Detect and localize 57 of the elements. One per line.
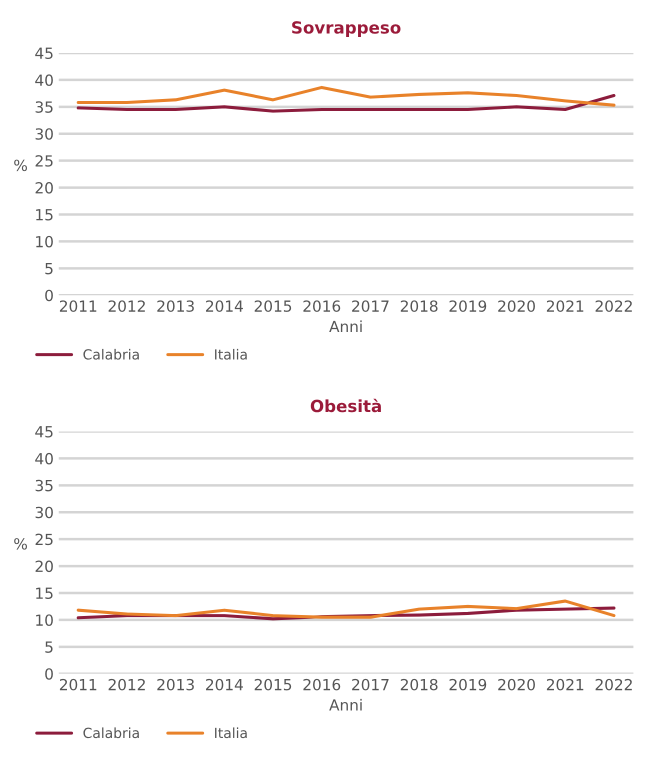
x-tick-label: 2012 [108,300,145,312]
y-tick-label: 45 [35,48,53,60]
y-tick-label: 15 [36,209,53,221]
y-tick-label: 35 [36,101,53,113]
x-tick-label: 2014 [206,678,243,690]
x-tick-label: 2019 [450,678,486,690]
x-tick-label: 2018 [400,300,438,312]
x-tick-label: 2015 [254,678,292,690]
x-tick-label: 2016 [303,300,340,312]
x-tick-label: 2017 [352,678,389,690]
x-tick-label: 2012 [108,678,145,690]
line-series [76,86,616,107]
x-axis-title: Anni [329,698,362,711]
y-axis-title: % [14,160,27,172]
legend-label: Calabria [83,727,139,738]
x-tick-label: 2022 [596,678,632,690]
y-tick-label: 35 [36,480,53,492]
x-tick-label: 2013 [157,678,194,690]
y-tick-label: 0 [45,290,53,302]
line-series [76,600,616,619]
y-tick-label: 30 [36,506,53,518]
x-tick-label: 2013 [157,300,194,312]
y-tick-label: 10 [36,614,53,626]
y-tick-label: 0 [45,668,53,680]
y-tick-label: 5 [45,641,53,653]
x-tick-label: 2020 [498,300,535,312]
legend-label: Calabria [83,348,139,360]
x-tick-label: 2019 [450,300,486,312]
y-tick-label: 25 [36,534,53,546]
x-tick-label: 2021 [546,678,584,690]
chart-title: Sovrappeso [292,21,401,38]
x-tick-label: 2011 [60,678,96,690]
line-series [76,94,616,113]
x-axis-title: Anni [329,320,362,332]
legend-label: Italia [215,727,247,738]
y-tick-label: 30 [36,128,53,140]
y-tick-label: 10 [36,236,53,248]
x-tick-label: 2021 [546,300,584,312]
y-tick-label: 25 [36,155,53,167]
x-tick-label: 2018 [400,678,438,690]
y-tick-label: 40 [35,74,53,86]
y-tick-label: 15 [36,588,53,600]
y-tick-label: 40 [35,452,53,464]
chart-title: Obesità [310,398,381,412]
x-tick-label: 2011 [60,300,96,312]
x-tick-label: 2022 [596,300,632,312]
y-tick-label: 5 [45,262,53,274]
y-tick-label: 45 [35,426,53,438]
y-axis-title: % [14,538,27,550]
x-tick-label: 2017 [352,300,389,312]
legend-label: Italia [215,348,247,360]
y-tick-label: 20 [36,182,53,194]
x-tick-label: 2015 [254,300,292,312]
y-tick-label: 20 [36,560,53,572]
x-tick-label: 2014 [206,300,243,312]
x-tick-label: 2016 [303,678,340,690]
x-tick-label: 2020 [498,678,535,690]
